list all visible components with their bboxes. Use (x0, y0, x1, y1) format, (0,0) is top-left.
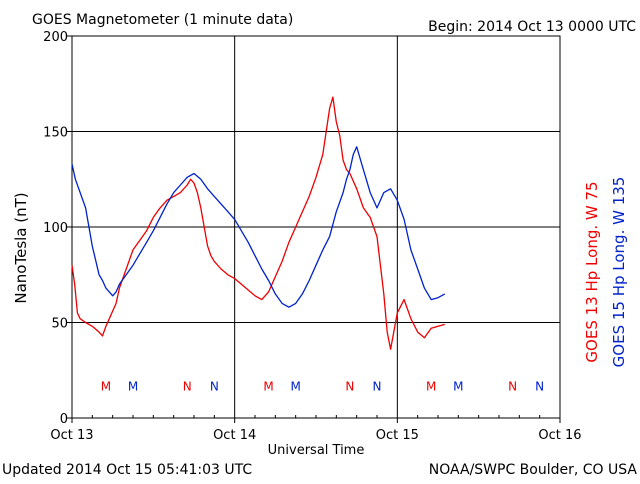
midnight-marker: M (453, 380, 463, 394)
y-tick-label: 200 (43, 30, 68, 45)
x-axis-label: Universal Time (268, 443, 365, 458)
y-tick-label: 100 (43, 221, 68, 236)
grid-lines (72, 36, 560, 418)
midnight-marker: M (128, 380, 138, 394)
series-goes13-line (71, 96, 445, 350)
y-tick-label: 150 (43, 126, 68, 141)
legend-goes15: GOES 15 Hp Long. W 135 (610, 177, 628, 368)
y-axis-ticks: 0 50 100 150 200 (43, 30, 72, 427)
x-tick-label: Oct 15 (376, 428, 419, 443)
noon-marker: N (373, 380, 382, 394)
midnight-marker: M (290, 380, 300, 394)
begin-label: Begin: 2014 Oct 13 0000 UTC (428, 19, 636, 35)
y-axis-label: NanoTesla (nT) (12, 192, 30, 303)
noon-marker: N (535, 380, 544, 394)
series-goes15-line (71, 146, 446, 308)
x-tick-label: Oct 16 (538, 428, 581, 443)
updated-timestamp: Updated 2014 Oct 15 05:41:03 UTC (2, 462, 252, 478)
series-lines (71, 96, 446, 350)
midnight-marker: M (101, 380, 111, 394)
noon-marker: N (183, 380, 192, 394)
x-tick-label: Oct 13 (50, 428, 93, 443)
credit-label: NOAA/SWPC Boulder, CO USA (429, 462, 638, 478)
midnight-marker: M (426, 380, 436, 394)
y-tick-label: 0 (60, 412, 68, 427)
legend-goes13: GOES 13 Hp Long. W 75 (583, 181, 601, 362)
x-axis-ticks: Oct 13 Oct 14 Oct 15 Oct 16 (50, 415, 582, 443)
noon-marker: N (345, 380, 354, 394)
chart-title: GOES Magnetometer (1 minute data) (32, 12, 293, 28)
x-tick-label: Oct 14 (213, 428, 256, 443)
y-tick-label: 50 (51, 317, 68, 332)
midnight-marker: M (263, 380, 273, 394)
noon-marker: N (508, 380, 517, 394)
noon-marker: N (210, 380, 219, 394)
